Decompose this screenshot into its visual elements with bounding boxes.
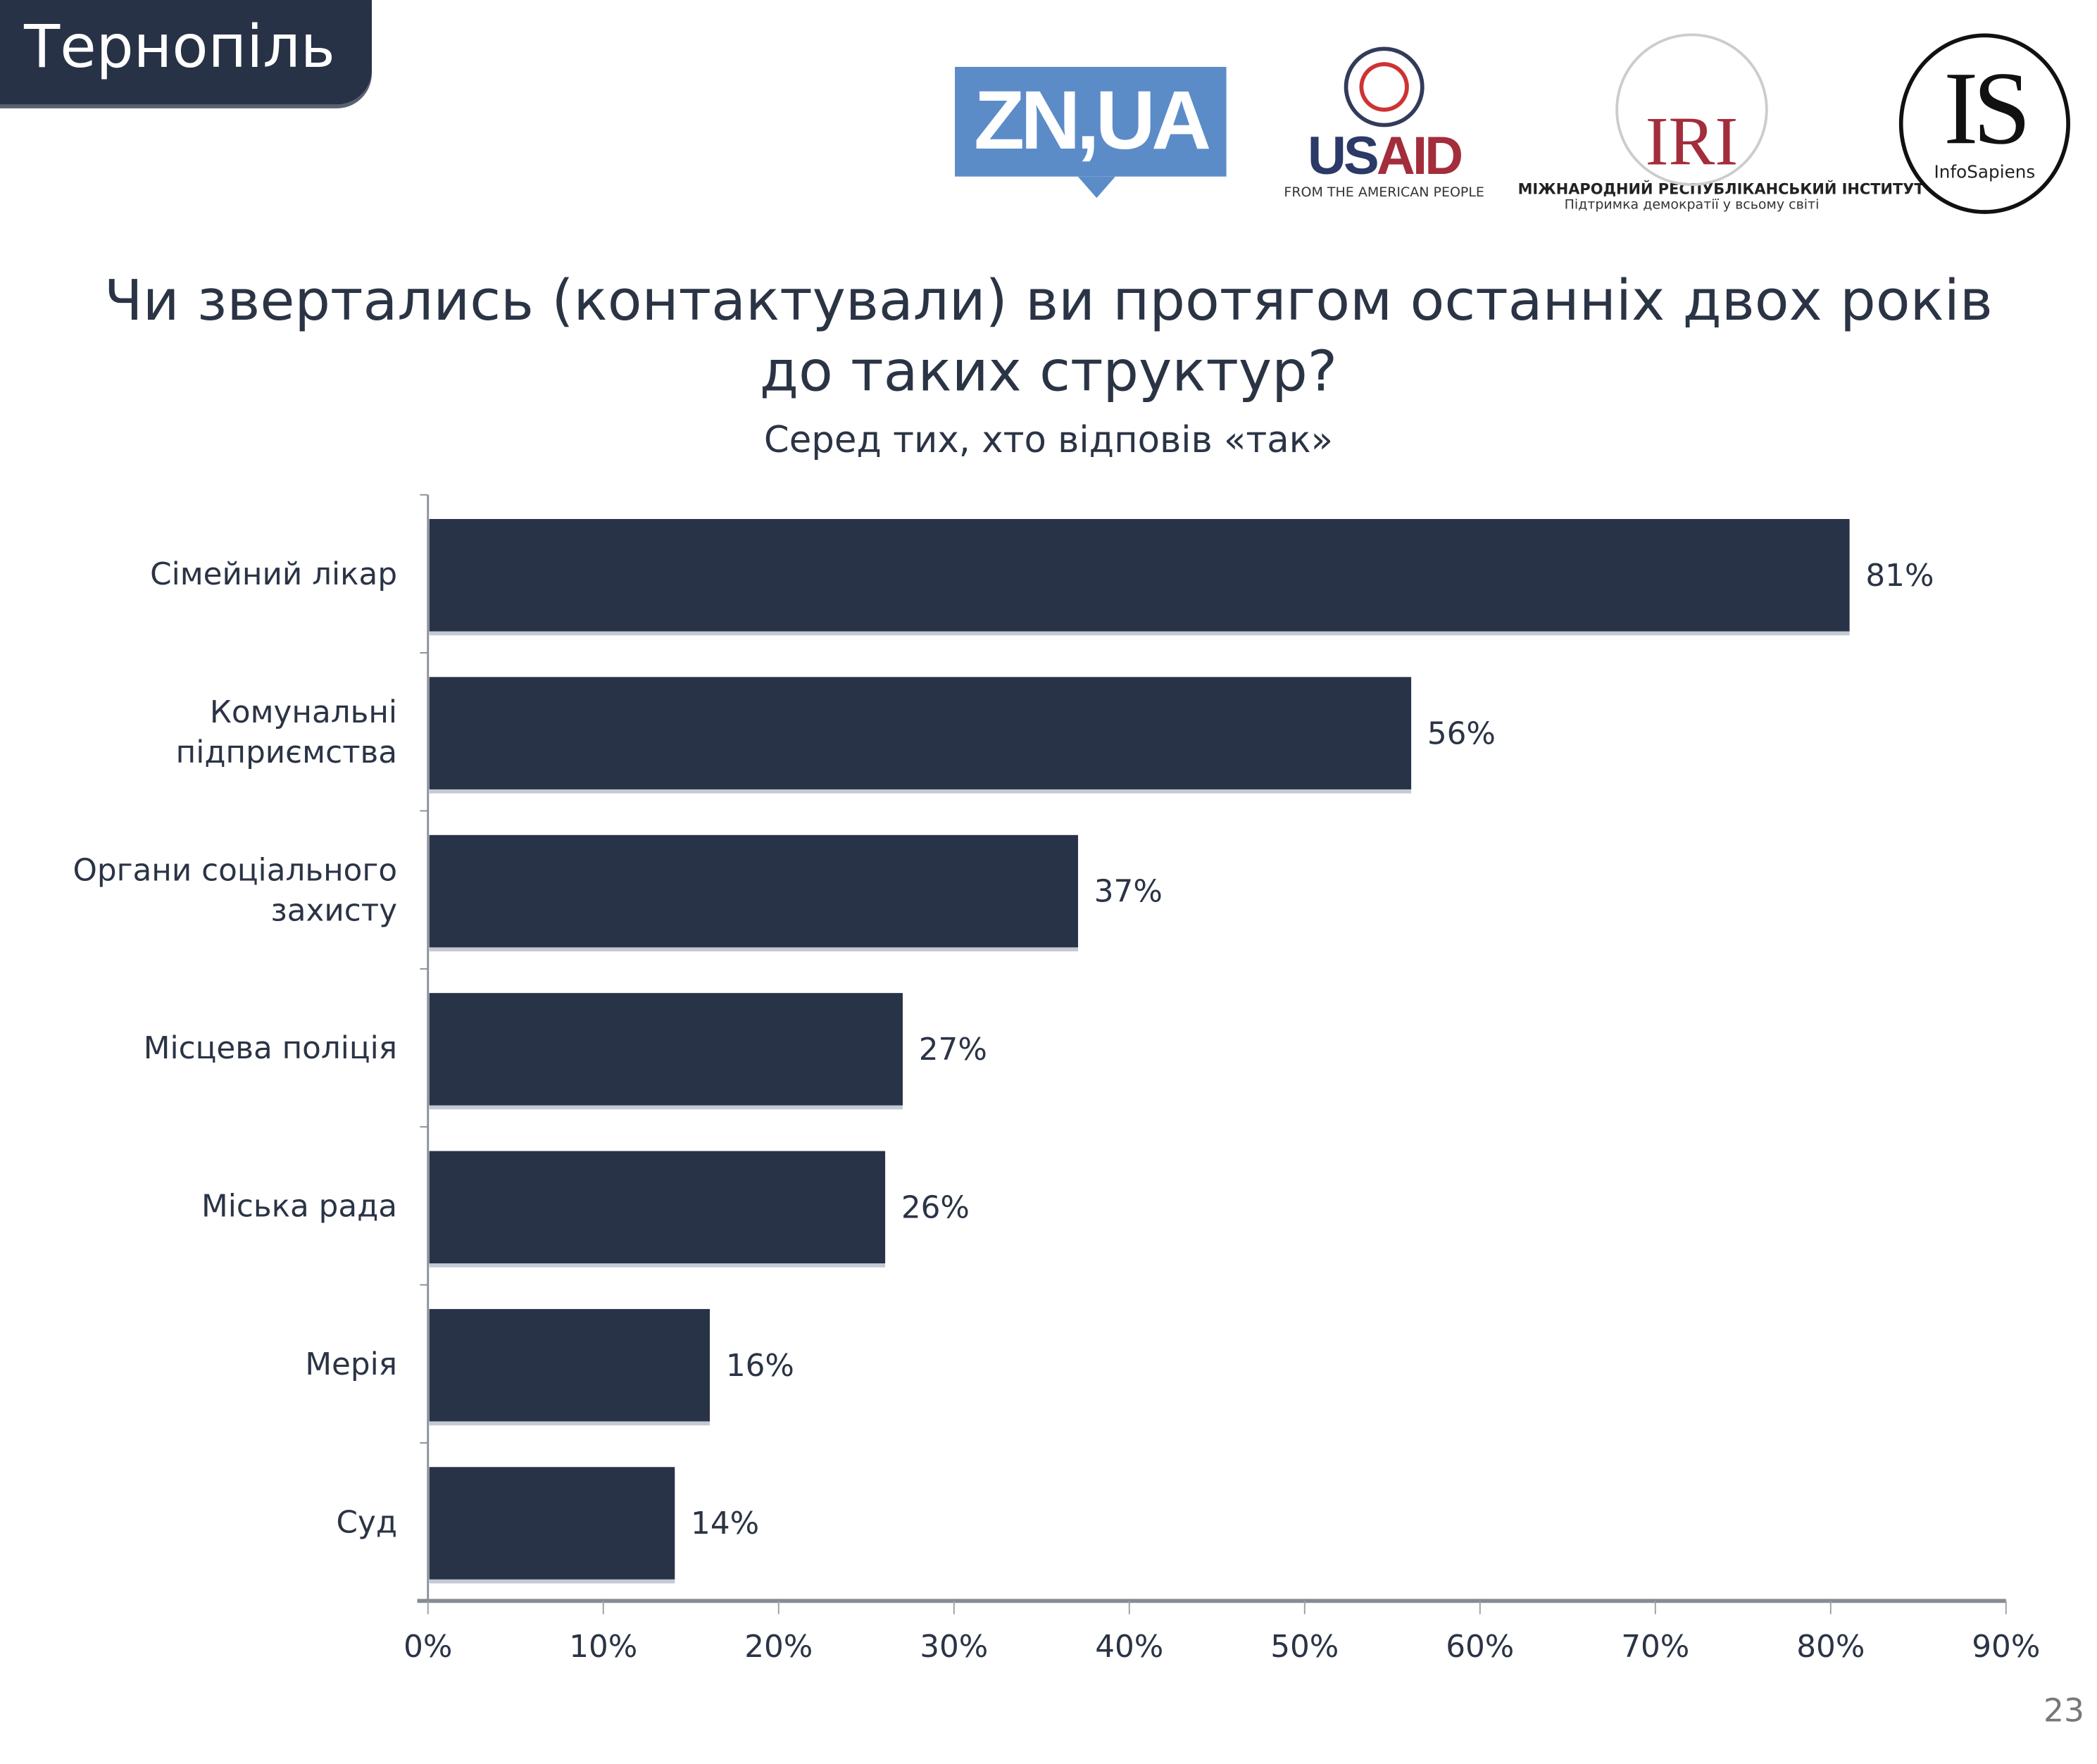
x-tick-label: 60% [1446,1629,1514,1665]
title-line-2: до таких структур? [759,338,1338,404]
city-label: Тернопіль [24,13,335,82]
bar [429,834,1078,948]
usaid-tagline: FROM THE AMERICAN PEOPLE [1284,185,1484,201]
x-tick-label: 90% [1972,1629,2040,1665]
category-label: захисту [271,892,398,928]
city-tab: Тернопіль [0,0,372,105]
value-label: 16% [726,1348,794,1384]
bar [429,677,1412,789]
usaid-seal-icon [1344,46,1425,127]
category-label: Мерія [305,1346,397,1382]
chart-title: Чи звертались (контактували) ви протягом… [0,265,2097,406]
x-tick-label: 20% [744,1629,813,1665]
page-number: 23 [2043,1691,2084,1729]
x-tick-label: 40% [1095,1629,1163,1665]
x-tick-label: 0% [403,1629,452,1665]
category-label: Міська рада [201,1189,397,1225]
category-label: Сімейний лікар [150,556,397,592]
category-label: підприємства [176,734,397,770]
value-label: 27% [919,1032,987,1068]
category-label: Органи соціального [73,852,397,888]
title-line-1: Чи звертались (контактували) ви протягом… [104,267,1993,333]
bar [429,1308,711,1422]
usaid-us: US [1307,127,1379,186]
iri-line1: МІЖНАРОДНИЙ РЕСПУБЛІКАНСЬКИЙ ІНСТИТУТ [1517,180,1924,199]
category-label: Комунальні [210,694,397,730]
bar [429,993,903,1106]
x-tick-label: 10% [569,1629,637,1665]
iri-word: IRI [1645,104,1739,181]
bar [429,1467,675,1580]
bar [429,1151,886,1264]
value-label: 56% [1427,715,1496,751]
chart-subtitle: Серед тих, хто відповів «так» [763,420,1333,462]
value-label: 81% [1865,558,1934,594]
is-word: IS [1943,49,2031,166]
value-label: 26% [901,1189,970,1225]
x-tick-label: 80% [1796,1629,1865,1665]
category-label: Місцева поліція [144,1030,397,1066]
globe-icon: IRI [1615,33,1768,186]
infosapiens-logo: IS InfoSapiens [1898,33,2070,214]
zn-ua-logo: ZN,UA [955,66,1227,199]
category-label: Суд [337,1504,398,1540]
x-tick-label: 50% [1270,1629,1339,1665]
bar [429,519,1850,632]
x-tick-label: 70% [1621,1629,1689,1665]
is-name: InfoSapiens [1934,163,2036,184]
usaid-logo: USAID FROM THE AMERICAN PEOPLE [1284,46,1484,220]
usaid-aid: AID [1376,127,1463,186]
iri-line2: Підтримка демократії у всьому світі [1564,198,1820,213]
value-label: 14% [691,1506,759,1541]
value-label: 37% [1094,874,1163,910]
iri-logo: IRI МІЖНАРОДНИЙ РЕСПУБЛІКАНСЬКИЙ ІНСТИТУ… [1517,33,1924,220]
x-tick-label: 30% [920,1629,988,1665]
